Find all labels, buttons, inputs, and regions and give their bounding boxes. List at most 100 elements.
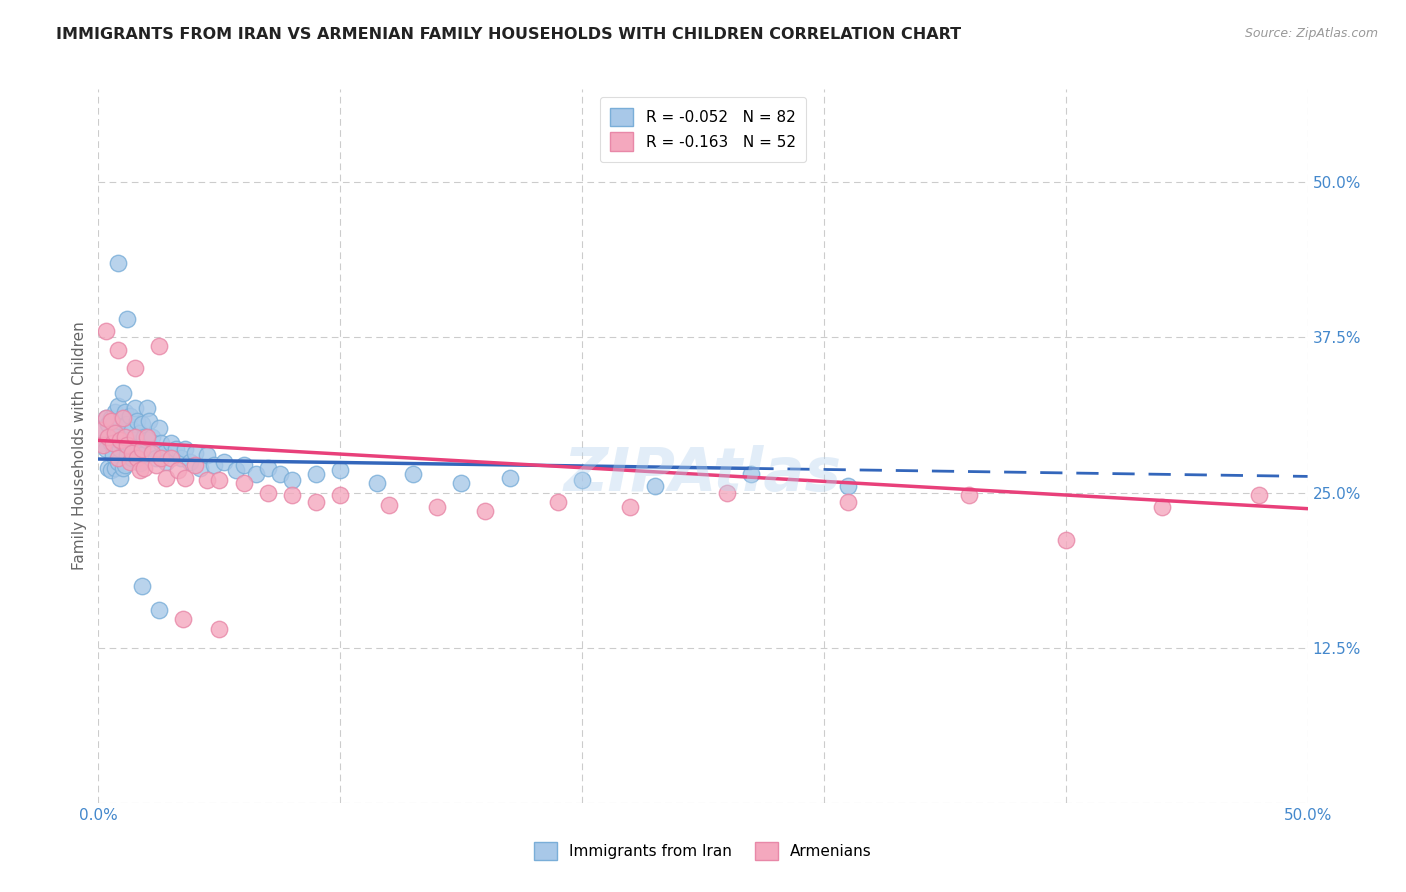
Point: [174, 470, 197, 484]
Point: [94, 442, 117, 456]
Point: [104, 460, 127, 475]
Point: [114, 430, 136, 444]
Point: [114, 458, 136, 473]
Point: [97, 417, 120, 432]
Point: [94, 411, 117, 425]
Point: [127, 450, 149, 465]
Point: [837, 495, 859, 509]
Point: [108, 434, 131, 448]
Point: [131, 442, 153, 456]
Point: [184, 458, 207, 473]
Point: [474, 504, 496, 518]
Point: [256, 460, 278, 475]
Point: [165, 442, 187, 456]
Point: [498, 470, 520, 484]
Point: [117, 448, 139, 462]
Point: [188, 460, 211, 475]
Point: [111, 386, 134, 401]
Point: [245, 467, 267, 481]
Legend: Immigrants from Iran, Armenians: Immigrants from Iran, Armenians: [529, 836, 877, 866]
Text: IMMIGRANTS FROM IRAN VS ARMENIAN FAMILY HOUSEHOLDS WITH CHILDREN CORRELATION CHA: IMMIGRANTS FROM IRAN VS ARMENIAN FAMILY …: [56, 27, 962, 42]
Point: [837, 479, 859, 493]
Point: [104, 430, 127, 444]
Point: [150, 450, 173, 465]
Point: [108, 413, 131, 427]
Point: [450, 475, 472, 490]
Point: [108, 442, 131, 456]
Point: [571, 473, 593, 487]
Point: [195, 473, 218, 487]
Point: [716, 485, 738, 500]
Point: [107, 450, 129, 465]
Point: [204, 458, 226, 473]
Point: [143, 442, 166, 456]
Point: [281, 473, 304, 487]
Point: [377, 498, 399, 512]
Point: [94, 324, 117, 338]
Text: ZIPAtlas: ZIPAtlas: [564, 445, 842, 504]
Point: [111, 436, 134, 450]
Point: [111, 411, 134, 425]
Point: [134, 430, 156, 444]
Point: [426, 500, 449, 515]
Point: [305, 467, 328, 481]
Point: [114, 405, 136, 419]
Point: [1152, 500, 1174, 515]
Point: [97, 460, 120, 475]
Point: [118, 438, 141, 452]
Point: [138, 413, 160, 427]
Point: [212, 454, 235, 468]
Point: [141, 430, 163, 444]
Point: [117, 417, 139, 432]
Point: [100, 463, 122, 477]
Point: [124, 434, 146, 448]
Point: [135, 401, 157, 416]
Point: [91, 438, 114, 452]
Point: [184, 446, 207, 460]
Point: [91, 424, 114, 438]
Point: [118, 454, 141, 468]
Point: [148, 421, 170, 435]
Point: [145, 458, 167, 473]
Point: [107, 454, 129, 468]
Point: [160, 436, 183, 450]
Point: [121, 446, 143, 460]
Point: [225, 463, 247, 477]
Point: [117, 311, 139, 326]
Point: [128, 456, 150, 470]
Point: [547, 495, 569, 509]
Point: [101, 436, 124, 450]
Point: [208, 622, 231, 636]
Point: [281, 488, 304, 502]
Point: [160, 450, 183, 465]
Y-axis label: Family Households with Children: Family Households with Children: [72, 322, 87, 570]
Point: [117, 438, 139, 452]
Point: [644, 479, 666, 493]
Point: [127, 446, 149, 460]
Point: [100, 436, 122, 450]
Point: [619, 500, 641, 515]
Point: [107, 256, 129, 270]
Point: [104, 405, 127, 419]
Point: [118, 409, 141, 423]
Point: [256, 485, 278, 500]
Point: [131, 579, 153, 593]
Point: [107, 343, 129, 357]
Point: [232, 458, 254, 473]
Point: [121, 450, 143, 465]
Point: [131, 417, 153, 432]
Point: [155, 470, 177, 484]
Point: [111, 460, 134, 475]
Point: [104, 425, 127, 440]
Point: [124, 401, 146, 416]
Point: [100, 413, 122, 427]
Point: [366, 475, 388, 490]
Point: [172, 612, 194, 626]
Point: [195, 448, 218, 462]
Point: [957, 488, 980, 502]
Point: [1054, 533, 1077, 547]
Point: [94, 411, 117, 425]
Point: [108, 470, 131, 484]
Point: [97, 430, 120, 444]
Point: [141, 446, 163, 460]
